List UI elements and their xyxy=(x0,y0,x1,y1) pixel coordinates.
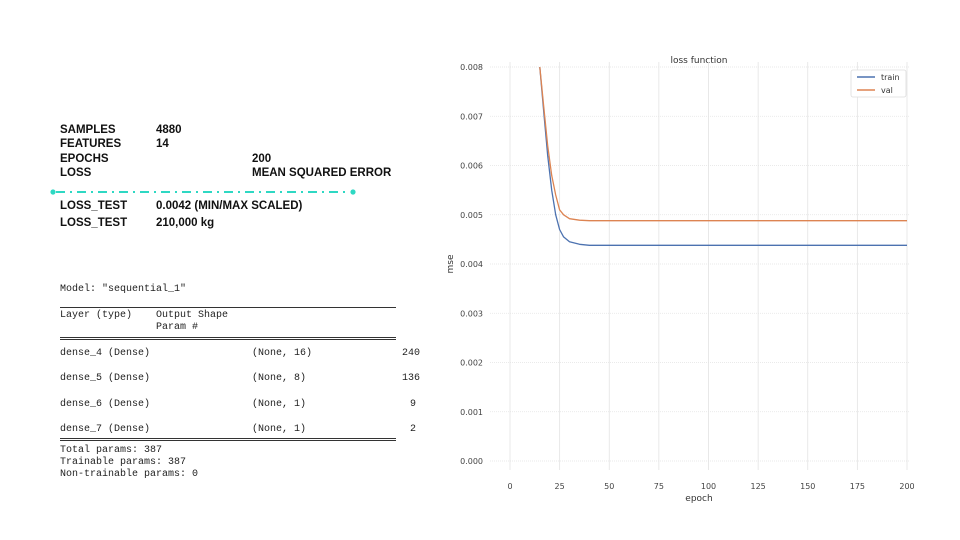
layer-params: 240 xyxy=(401,348,420,359)
y-tick-label: 0.002 xyxy=(460,359,483,368)
y-tick-label: 0.007 xyxy=(460,112,483,121)
legend-val-label: val xyxy=(881,86,893,95)
layer-shape: (None, 8) xyxy=(252,373,307,384)
header-layer: Layer (type) xyxy=(60,310,133,321)
x-tick-label: 125 xyxy=(750,482,765,491)
stat-value: 14 xyxy=(156,138,169,150)
x-tick-label: 200 xyxy=(899,482,914,491)
header-shape: Output Shape xyxy=(156,310,229,321)
layer-shape: (None, 1) xyxy=(252,399,307,410)
chart-title: loss function xyxy=(670,56,727,66)
y-tick-label: 0.008 xyxy=(460,63,483,72)
layer-params: 2 xyxy=(409,424,416,435)
x-axis-ticks: 0 25 50 75 100 125 150 175 200 xyxy=(507,482,914,491)
layer-params: 136 xyxy=(401,373,420,384)
stat-value: 0.0042 (MIN/MAX SCALED) xyxy=(156,200,303,212)
x-tick-label: 175 xyxy=(850,482,865,491)
series-line-val xyxy=(539,66,907,222)
stat-value: MEAN SQUARED ERROR xyxy=(252,167,392,179)
summary-rule xyxy=(60,337,396,340)
legend-train-label: train xyxy=(881,73,900,82)
non-trainable-params: Non-trainable params: 0 xyxy=(60,469,199,480)
x-tick-label: 50 xyxy=(604,482,614,491)
y-axis-label: mse xyxy=(446,254,456,273)
loss-chart-svg: loss function 0.0000.0010.0020.0030.0040… xyxy=(446,56,915,504)
y-tick-label: 0.006 xyxy=(460,162,483,171)
x-tick-label: 75 xyxy=(654,482,664,491)
y-tick-label: 0.004 xyxy=(460,260,483,269)
trainable-params: Trainable params: 387 xyxy=(60,457,187,468)
layer-name: dense_5 (Dense) xyxy=(60,373,151,384)
y-tick-label: 0.003 xyxy=(460,309,483,318)
y-tick-label: 0.005 xyxy=(460,211,483,220)
x-tick-label: 150 xyxy=(800,482,815,491)
loss-chart: loss function 0.000 0.001 0.002 0.003 0.004 0… xyxy=(440,50,930,510)
x-tick-label: 100 xyxy=(701,482,716,491)
series-line-train xyxy=(539,66,907,246)
stat-value: 4880 xyxy=(156,124,182,136)
stat-label: LOSS xyxy=(60,167,92,179)
grid xyxy=(490,62,910,470)
layer-name: dense_6 (Dense) xyxy=(60,399,151,410)
x-tick-label: 0 xyxy=(507,482,512,491)
stat-label: LOSS_TEST xyxy=(60,200,128,212)
y-tick-label: 0.000 xyxy=(460,457,483,466)
x-tick-label: 25 xyxy=(555,482,565,491)
stat-value: 200 xyxy=(252,153,272,165)
y-tick-label: 0.001 xyxy=(460,408,483,417)
dash-dot-separator xyxy=(50,189,356,195)
model-title: Model: "sequential_1" xyxy=(60,284,187,295)
total-params: Total params: 387 xyxy=(60,445,163,456)
layer-params: 9 xyxy=(409,399,416,410)
layer-shape: (None, 16) xyxy=(252,348,313,359)
stat-label: SAMPLES xyxy=(60,124,116,136)
layer-name: dense_7 (Dense) xyxy=(60,424,151,435)
stat-label: LOSS_TEST xyxy=(60,217,128,229)
legend: train val xyxy=(850,69,907,98)
x-axis-label: epoch xyxy=(685,494,712,504)
stat-label: EPOCHS xyxy=(60,153,109,165)
summary-rule xyxy=(60,438,396,441)
header-params: Param # xyxy=(156,322,199,333)
series-lines xyxy=(539,66,907,246)
layer-shape: (None, 1) xyxy=(252,424,307,435)
stat-label: FEATURES xyxy=(60,138,122,150)
layer-name: dense_4 (Dense) xyxy=(60,348,151,359)
stat-value: 210,000 kg xyxy=(156,217,215,229)
y-axis-ticks: 0.000 0.001 0.002 0.003 0.004 0.005 0.006 0.007… xyxy=(460,63,483,466)
summary-rule xyxy=(60,307,396,308)
